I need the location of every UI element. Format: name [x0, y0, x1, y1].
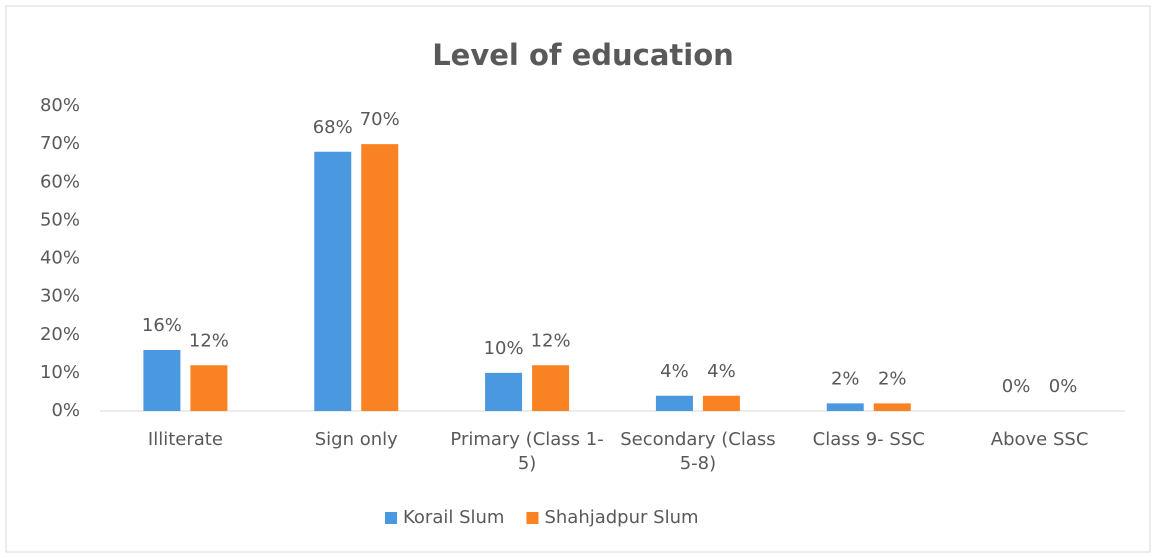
bar [826, 403, 864, 411]
bar [361, 144, 399, 411]
x-tick-label: Secondary (Class 5-8) [620, 429, 776, 474]
bar [143, 350, 181, 411]
data-label: 70% [360, 109, 400, 130]
bar [190, 365, 228, 411]
x-tick-label: Sign only [314, 429, 398, 450]
data-label: 16% [142, 315, 182, 336]
data-label: 10% [484, 338, 524, 359]
y-tick-label: 20% [40, 324, 80, 345]
data-label: 4% [660, 361, 689, 382]
data-label: 12% [531, 330, 571, 351]
x-tick-label: Illiterate [147, 429, 223, 450]
x-tick-label: Primary (Class 1-5) [450, 429, 604, 474]
legend-label: Shahjadpur Slum [544, 507, 698, 528]
bar [532, 365, 570, 411]
legend-swatch [385, 512, 397, 524]
data-label: 0% [1002, 376, 1031, 397]
y-tick-label: 70% [40, 133, 80, 154]
bar [314, 151, 352, 411]
x-tick-label: Class 9- SSC [812, 429, 925, 450]
data-label: 0% [1049, 376, 1078, 397]
chart-border [5, 5, 1151, 553]
y-tick-label: 40% [40, 248, 80, 269]
data-label: 2% [878, 368, 907, 389]
bar [655, 395, 693, 411]
bar [485, 372, 523, 411]
legend-swatch [526, 512, 539, 524]
data-label: 68% [313, 117, 353, 138]
data-label: 2% [831, 368, 860, 389]
y-tick-label: 30% [40, 286, 80, 307]
bar [702, 395, 740, 411]
y-tick-label: 50% [40, 209, 80, 230]
y-tick-label: 10% [40, 362, 80, 383]
y-tick-label: 60% [40, 171, 80, 192]
y-tick-label: 80% [40, 95, 80, 116]
data-label: 12% [189, 330, 229, 351]
data-label: 4% [707, 361, 736, 382]
chart-title: Level of education [432, 38, 734, 72]
bar [873, 403, 911, 411]
y-tick-label: 0% [51, 400, 80, 421]
legend-label: Korail Slum [403, 507, 504, 528]
x-tick-label: Above SSC [990, 429, 1089, 450]
